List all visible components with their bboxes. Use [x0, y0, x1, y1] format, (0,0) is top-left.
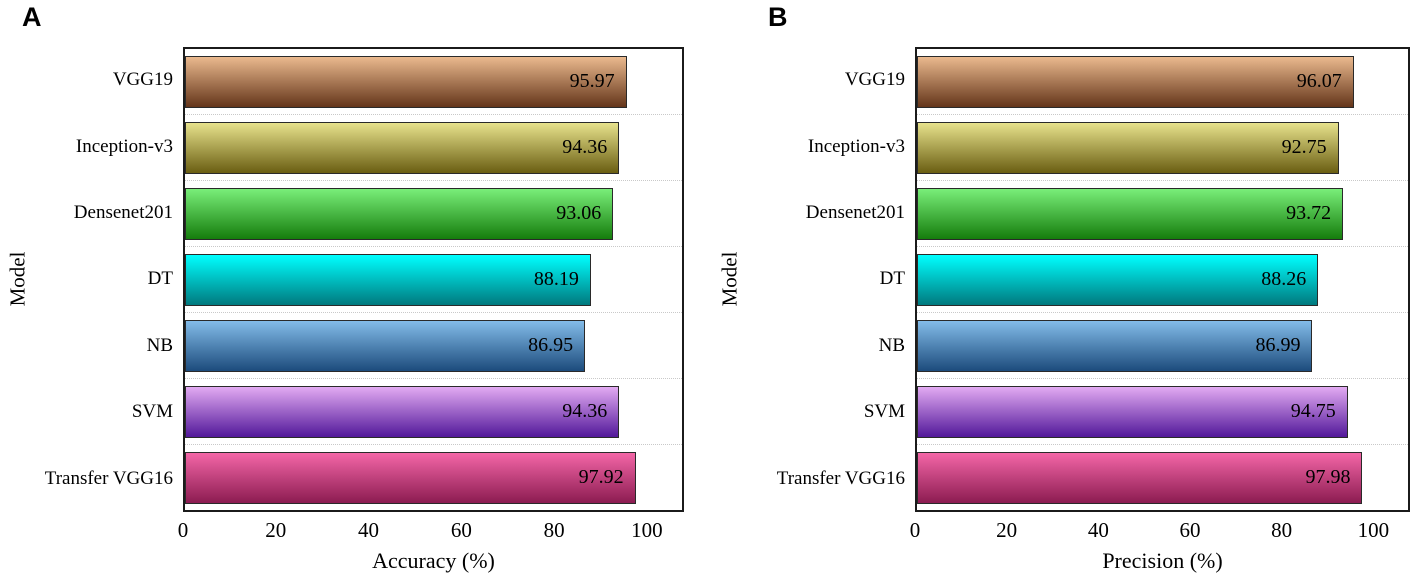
bar-densenet201: 93.06 — [185, 187, 614, 240]
plot-area: 95.97 94.36 93.06 88.19 86.95 94.36 97.92 — [183, 47, 684, 512]
bar-transfer-vgg16: 97.92 — [185, 451, 636, 504]
category-label: VGG19 — [844, 69, 905, 91]
bar-value-label: 94.75 — [1290, 400, 1336, 422]
bar-row: 93.72 — [917, 181, 1408, 247]
x-tick-label: 0 — [909, 518, 921, 542]
bar-svm: 94.75 — [917, 385, 1348, 438]
bar-row: 94.36 — [185, 379, 682, 445]
category-label: Inception-v3 — [75, 135, 173, 157]
category-label: DT — [147, 268, 173, 290]
x-tick-label: 0 — [177, 518, 189, 542]
x-ticks: 0 20 40 60 80 100 — [178, 518, 684, 544]
x-tick-label: 80 — [1271, 518, 1293, 542]
x-tick-label: 40 — [1087, 518, 1109, 542]
bar-value-label: 97.98 — [1305, 466, 1351, 488]
bar-densenet201: 93.72 — [917, 187, 1344, 240]
bar-row: 96.07 — [917, 49, 1408, 115]
x-axis-label: Precision (%) — [1102, 548, 1223, 573]
bar-value-label: 96.07 — [1296, 70, 1342, 92]
bar-row: 97.98 — [917, 445, 1408, 510]
bar-value-label: 94.36 — [562, 136, 608, 158]
bar-vgg19: 95.97 — [185, 55, 627, 108]
bar-value-label: 92.75 — [1281, 136, 1327, 158]
category-label: NB — [878, 334, 905, 356]
category-label: SVM — [863, 401, 905, 423]
bar-value-label: 86.99 — [1255, 334, 1301, 356]
plot-rows: 96.07 92.75 93.72 88.26 86.99 94.75 97.98 — [917, 49, 1408, 510]
bar-value-label: 93.06 — [556, 202, 602, 224]
category-labels: VGG19 Inception-v3 Densenet201 DT NB SVM Trans… — [708, 47, 905, 512]
bar-value-label: 93.72 — [1286, 202, 1332, 224]
category-labels: VGG19 Inception-v3 Densenet201 DT NB SVM Trans… — [0, 47, 173, 512]
category-label: Transfer VGG16 — [776, 467, 905, 489]
bar-row: 93.06 — [185, 181, 682, 247]
category-label: Inception-v3 — [807, 135, 905, 157]
bar-vgg19: 96.07 — [917, 55, 1354, 108]
category-label: Densenet201 — [73, 202, 173, 224]
bar-row: 88.19 — [185, 247, 682, 313]
x-ticks: 0 20 40 60 80 100 — [910, 518, 1410, 544]
bar-value-label: 97.92 — [578, 466, 624, 488]
bar-value-label: 88.19 — [533, 268, 579, 290]
panel-accuracy: A Model VGG19 Inception-v3 Densenet201 DT NB… — [0, 0, 708, 583]
bar-row: 88.26 — [917, 247, 1408, 313]
bar-row: 94.75 — [917, 379, 1408, 445]
x-axis-label: Accuracy (%) — [372, 548, 495, 573]
x-tick-label: 20 — [996, 518, 1018, 542]
bar-dt: 88.19 — [185, 253, 591, 306]
x-tick-label: 80 — [543, 518, 565, 542]
x-tick-label: 40 — [358, 518, 380, 542]
category-label: Transfer VGG16 — [44, 467, 173, 489]
x-tick-label: 20 — [265, 518, 287, 542]
bar-row: 92.75 — [917, 115, 1408, 181]
bar-row: 94.36 — [185, 115, 682, 181]
bar-value-label: 94.36 — [562, 400, 608, 422]
bar-row: 86.99 — [917, 313, 1408, 379]
bar-row: 95.97 — [185, 49, 682, 115]
bar-transfer-vgg16: 97.98 — [917, 451, 1363, 504]
panel-letter-a: A — [22, 2, 42, 32]
x-tick-label: 60 — [450, 518, 472, 542]
bar-value-label: 95.97 — [569, 70, 615, 92]
x-tick-label: 100 — [631, 518, 663, 542]
plot-rows: 95.97 94.36 93.06 88.19 86.95 94.36 97.92 — [185, 49, 682, 510]
bar-value-label: 86.95 — [528, 334, 574, 356]
bar-dt: 88.26 — [917, 253, 1319, 306]
bar-row: 86.95 — [185, 313, 682, 379]
x-tick-label: 100 — [1357, 518, 1390, 542]
bar-svm: 94.36 — [185, 385, 620, 438]
category-label: DT — [879, 268, 905, 290]
category-label: Densenet201 — [805, 202, 905, 224]
bar-row: 97.92 — [185, 445, 682, 510]
bar-inception-v3: 92.75 — [917, 121, 1339, 174]
bar-nb: 86.95 — [185, 319, 586, 372]
category-label: NB — [146, 334, 173, 356]
bar-nb: 86.99 — [917, 319, 1313, 372]
bar-inception-v3: 94.36 — [185, 121, 620, 174]
bar-value-label: 88.26 — [1261, 268, 1307, 290]
category-label: SVM — [131, 401, 173, 423]
x-tick-label: 60 — [1179, 518, 1201, 542]
plot-area: 96.07 92.75 93.72 88.26 86.99 94.75 97.98 — [915, 47, 1410, 512]
category-label: VGG19 — [112, 69, 173, 91]
panel-precision: B Model VGG19 Inception-v3 Densenet201 DT NB… — [708, 0, 1417, 583]
panel-letter-b: B — [768, 2, 788, 32]
